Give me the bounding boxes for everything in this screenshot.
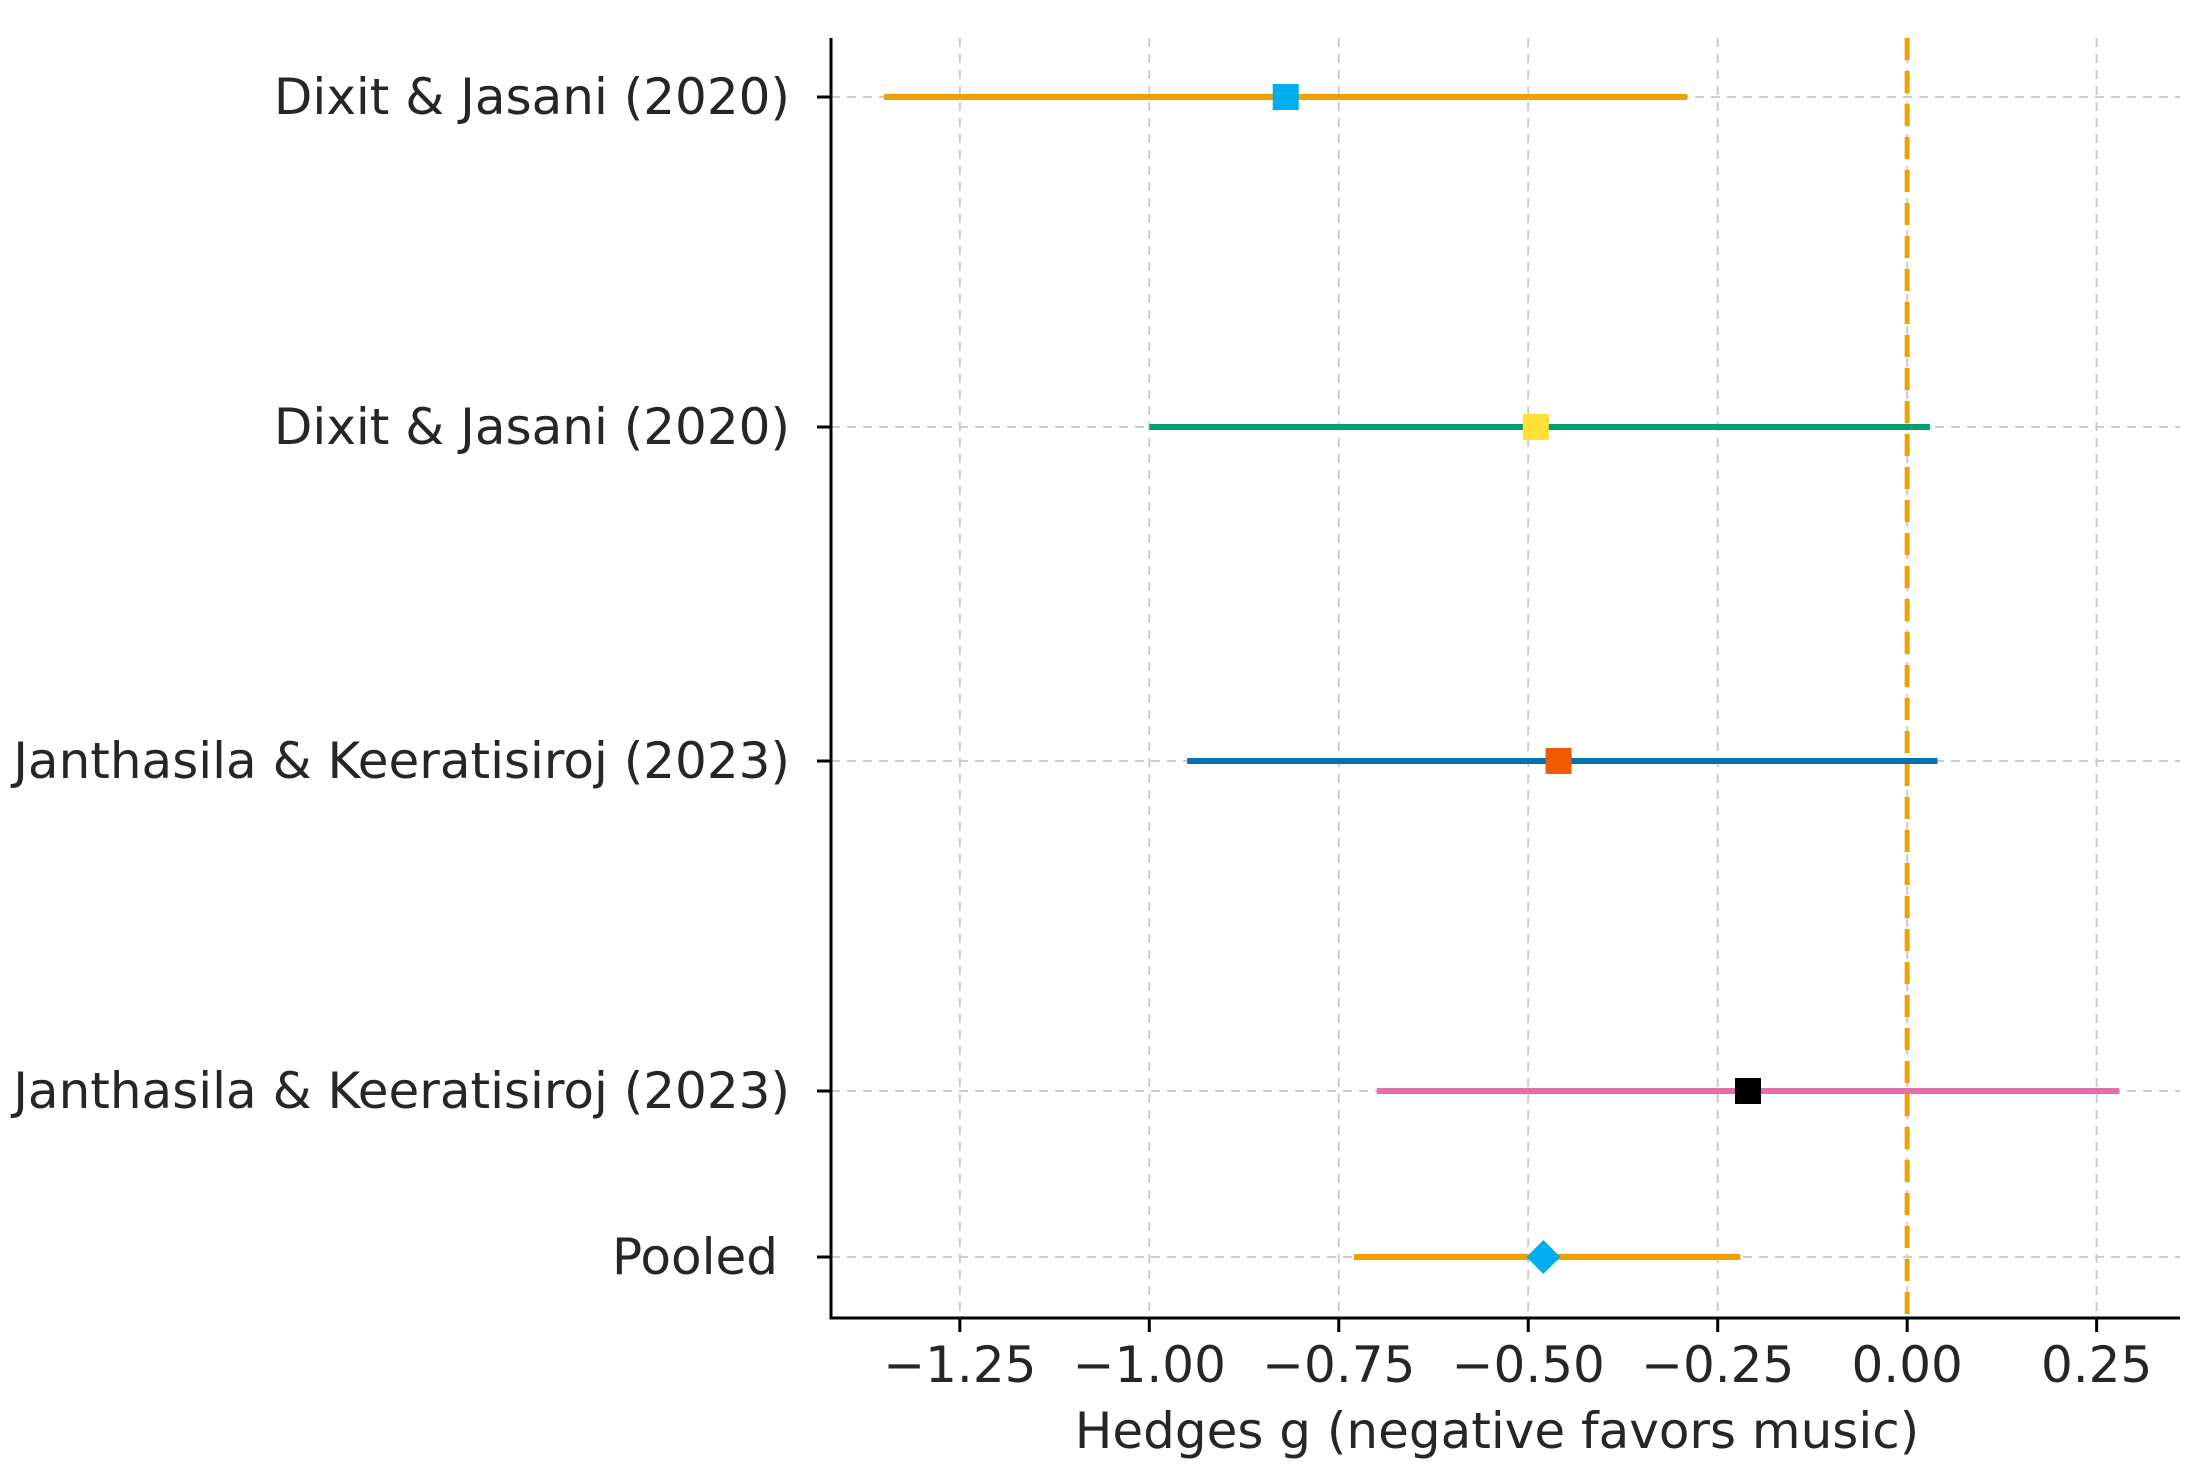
x-tick-label-2: −0.75 [1262,1336,1415,1394]
estimate-marker-0 [1272,84,1299,110]
study-label-2: Janthasila & Keeratisiroj (2023) [10,732,790,790]
x-tick-label-1: −1.00 [1073,1336,1226,1394]
estimate-marker-2 [1545,748,1572,774]
study-label-1: Dixit & Jasani (2020) [274,398,790,456]
pooled-estimate-marker [1526,1240,1561,1274]
estimate-marker-3 [1735,1078,1762,1104]
x-tick-label-0: −1.25 [883,1336,1036,1394]
study-label-4: Pooled [612,1228,778,1286]
point-estimate-layer [1272,84,1762,1274]
x-axis-label: Hedges g (negative favors music) [1075,1402,1920,1460]
x-tick-label-3: −0.50 [1452,1336,1605,1394]
x-tick-label-5: 0.00 [1852,1336,1963,1394]
study-label-0: Dixit & Jasani (2020) [274,68,790,126]
study-label-3: Janthasila & Keeratisiroj (2023) [10,1062,790,1120]
axes-layer [817,38,2180,1332]
grid-layer [831,38,2180,1318]
x-tick-label-6: 0.25 [2041,1336,2152,1394]
estimate-marker-1 [1522,414,1549,440]
labels-layer: Dixit & Jasani (2020) Dixit & Jasani (202… [10,68,2152,1394]
confidence-interval-layer [884,94,2120,1260]
x-tick-label-4: −0.25 [1641,1336,1794,1394]
